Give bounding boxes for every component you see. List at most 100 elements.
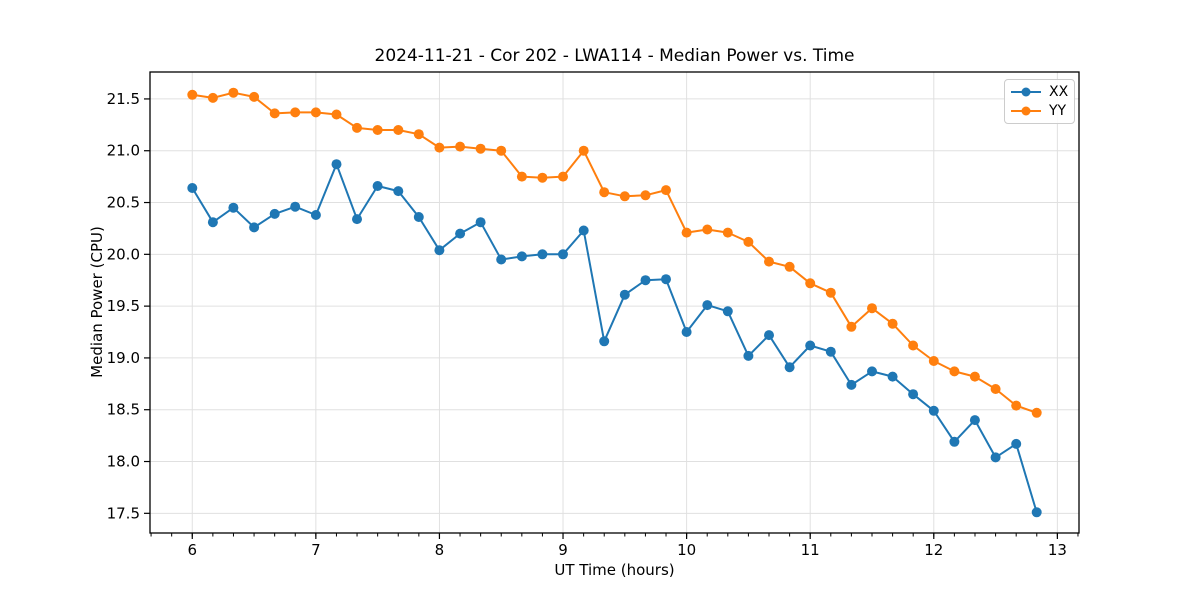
data-point-yy (805, 278, 816, 289)
y-tick-label: 21.0 (107, 142, 140, 160)
y-tick-label: 19.5 (107, 297, 140, 315)
data-point-xx (949, 436, 960, 447)
data-point-yy (640, 190, 651, 201)
data-point-xx (661, 274, 671, 285)
y-tick-label: 18.0 (107, 453, 140, 471)
data-point-yy (784, 261, 795, 272)
data-point-yy (496, 145, 507, 156)
data-point-yy (764, 256, 774, 267)
data-point-xx (393, 186, 404, 197)
data-point-xx (352, 214, 362, 225)
x-tick-label: 8 (435, 541, 445, 559)
data-point-yy (867, 303, 877, 314)
x-tick-label: 12 (924, 541, 943, 559)
data-point-yy (1011, 400, 1022, 411)
legend-marker-icon (1021, 87, 1031, 97)
legend-item-xx: XX (1011, 83, 1068, 101)
data-point-xx (990, 452, 1001, 463)
data-point-yy (537, 172, 548, 183)
data-point-xx (1031, 507, 1042, 518)
y-tick-label: 17.5 (107, 504, 140, 522)
data-point-yy (372, 125, 383, 135)
data-point-xx (290, 201, 301, 212)
axes-spines (149, 71, 1080, 534)
data-point-xx (825, 346, 836, 357)
legend: XX YY (1004, 79, 1075, 124)
data-point-xx (372, 181, 383, 191)
data-point-yy (434, 142, 445, 153)
legend-item-yy: YY (1011, 102, 1068, 120)
data-point-yy (187, 89, 198, 100)
y-tick-label: 18.5 (107, 401, 140, 419)
data-point-xx (475, 217, 486, 228)
data-point-yy (228, 87, 239, 98)
data-point-yy (393, 125, 404, 135)
x-axis-label: UT Time (hours) (554, 561, 675, 579)
data-point-xx (908, 389, 919, 400)
data-point-xx (207, 217, 218, 228)
data-point-xx (187, 183, 198, 193)
y-tick-label: 20.5 (107, 194, 140, 212)
legend-line-sample-xx (1011, 87, 1041, 97)
data-point-yy (249, 91, 260, 102)
data-point-yy (310, 107, 321, 118)
data-point-yy (661, 185, 671, 196)
data-point-xx (269, 208, 280, 219)
data-point-xx (805, 340, 816, 351)
data-point-yy (1031, 407, 1042, 418)
data-point-yy (558, 171, 568, 182)
data-point-yy (969, 371, 980, 382)
data-point-yy (702, 224, 713, 235)
data-point-yy (269, 108, 280, 119)
x-tick-label: 10 (677, 541, 696, 559)
data-point-xx (640, 275, 651, 286)
data-point-xx (867, 366, 877, 377)
data-point-yy (516, 171, 527, 182)
x-tick-label: 7 (311, 541, 321, 559)
legend-label-xx: XX (1049, 84, 1069, 101)
data-point-xx (1011, 438, 1022, 449)
data-point-yy (908, 340, 919, 351)
data-point-yy (413, 129, 424, 140)
legend-marker-icon (1021, 106, 1031, 116)
series-line-yy (192, 91, 1038, 414)
data-point-yy (475, 143, 486, 154)
data-point-xx (784, 362, 795, 373)
data-point-xx (702, 300, 713, 311)
data-point-xx (722, 306, 733, 317)
data-point-yy (352, 122, 362, 133)
data-point-yy (681, 227, 692, 238)
x-tick-label: 6 (187, 541, 197, 559)
data-point-xx (764, 330, 774, 341)
data-point-yy (578, 145, 589, 156)
data-point-xx (928, 405, 939, 416)
data-point-yy (455, 141, 466, 152)
data-point-xx (681, 327, 692, 337)
data-point-yy (290, 107, 301, 118)
y-tick-label: 19.0 (107, 349, 140, 367)
data-point-yy (846, 321, 857, 332)
data-point-xx (249, 222, 260, 233)
data-point-xx (310, 210, 321, 220)
y-tick-label: 20.0 (107, 245, 140, 263)
data-point-yy (207, 92, 218, 103)
data-point-xx (413, 212, 424, 222)
chart-title: 2024-11-21 - Cor 202 - LWA114 - Median P… (374, 46, 855, 66)
data-point-xx (537, 249, 548, 260)
data-point-xx (619, 289, 630, 300)
data-point-yy (887, 318, 898, 329)
y-tick-label: 21.5 (107, 90, 140, 108)
data-point-xx (455, 228, 466, 239)
data-point-yy (619, 191, 630, 202)
data-point-xx (846, 379, 857, 390)
legend-line-sample-yy (1011, 106, 1041, 116)
data-point-xx (434, 245, 445, 256)
data-point-yy (599, 187, 610, 198)
data-point-yy (743, 236, 754, 247)
data-point-xx (743, 350, 754, 361)
data-point-xx (331, 159, 342, 170)
legend-label-yy: YY (1049, 102, 1067, 119)
data-point-yy (990, 384, 1001, 394)
